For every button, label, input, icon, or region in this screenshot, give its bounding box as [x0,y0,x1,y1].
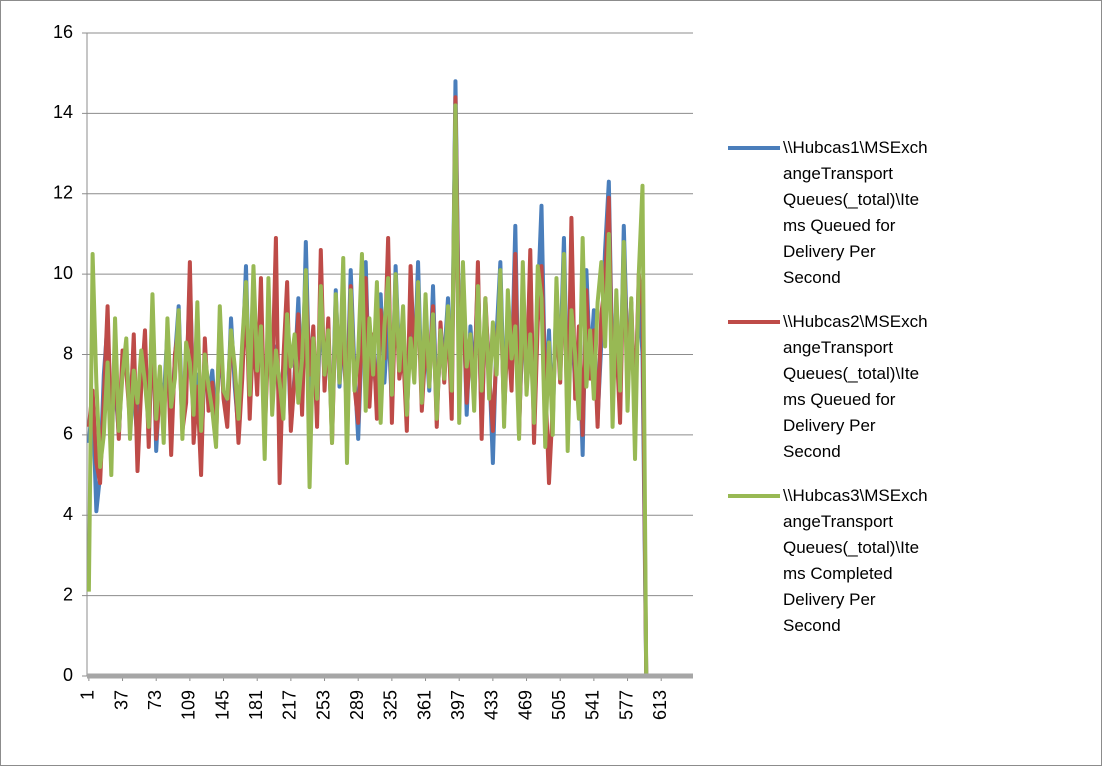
x-tick-label: 541 [583,690,603,720]
x-tick-label: 73 [145,690,165,710]
series-line [86,103,692,678]
x-tick-label: 505 [549,690,569,720]
legend-label: \\Hubcas3\MSExchangeTransport Queues(_to… [783,486,928,635]
y-tick-label: 12 [53,183,73,203]
x-tick-label: 361 [414,690,434,720]
x-tick-label: 397 [448,690,468,720]
y-tick-label: 6 [63,424,73,444]
x-tick-label: 253 [313,690,333,720]
y-tick-label: 8 [63,343,73,363]
x-tick-label: 37 [111,690,131,710]
x-tick-label: 1 [78,690,98,700]
y-tick-label: 10 [53,263,73,283]
legend-label: \\Hubcas1\MSExchangeTransport Queues(_to… [783,138,928,287]
x-tick-label: 613 [650,690,670,720]
x-tick-label: 577 [616,690,636,720]
x-tick-label: 145 [212,690,232,720]
x-tick-label: 217 [280,690,300,720]
y-tick-label: 16 [53,22,73,42]
y-tick-label: 0 [63,665,73,685]
x-tick-label: 109 [179,690,199,720]
y-tick-label: 2 [63,584,73,604]
x-tick-label: 469 [515,690,535,720]
y-tick-label: 14 [53,102,73,122]
x-tick-label: 289 [347,690,367,720]
x-tick-label: 433 [482,690,502,720]
x-tick-label: 181 [246,690,266,720]
legend-label: \\Hubcas2\MSExchangeTransport Queues(_to… [783,312,928,461]
y-tick-label: 4 [63,504,73,524]
x-tick-label: 325 [381,690,401,720]
